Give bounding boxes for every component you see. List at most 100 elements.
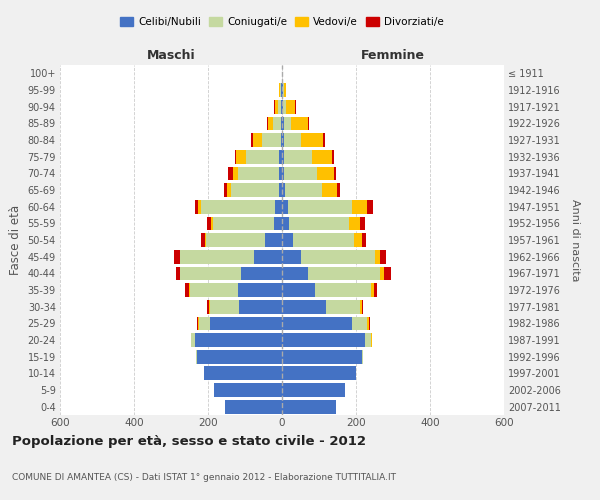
- Bar: [282, 316, 352, 330]
- Bar: [195, 333, 282, 347]
- Bar: [176, 266, 179, 280]
- Bar: [206, 216, 211, 230]
- Bar: [284, 133, 301, 147]
- Bar: [285, 183, 322, 197]
- Bar: [179, 266, 180, 280]
- Bar: [354, 233, 362, 247]
- Bar: [204, 366, 282, 380]
- Bar: [233, 166, 238, 180]
- Bar: [287, 200, 352, 213]
- Bar: [284, 116, 291, 130]
- Bar: [246, 150, 279, 164]
- Bar: [293, 233, 354, 247]
- Bar: [191, 333, 195, 347]
- Bar: [206, 233, 265, 247]
- Bar: [282, 300, 326, 314]
- Bar: [254, 250, 282, 264]
- Bar: [369, 316, 370, 330]
- Bar: [279, 166, 282, 180]
- Bar: [281, 100, 282, 114]
- Bar: [282, 350, 362, 364]
- Bar: [282, 133, 284, 147]
- Bar: [196, 200, 199, 213]
- Bar: [202, 233, 205, 247]
- Bar: [241, 266, 282, 280]
- Text: Popolazione per età, sesso e stato civile - 2012: Popolazione per età, sesso e stato civil…: [12, 435, 366, 448]
- Bar: [323, 133, 325, 147]
- Bar: [282, 333, 365, 347]
- Bar: [196, 350, 197, 364]
- Bar: [365, 333, 371, 347]
- Bar: [281, 133, 282, 147]
- Bar: [189, 283, 190, 297]
- Bar: [280, 83, 281, 97]
- Bar: [180, 250, 254, 264]
- Bar: [274, 116, 281, 130]
- Bar: [190, 283, 238, 297]
- Bar: [224, 183, 227, 197]
- Y-axis label: Anni di nascita: Anni di nascita: [571, 198, 580, 281]
- Bar: [279, 183, 282, 197]
- Bar: [205, 233, 206, 247]
- Bar: [332, 150, 334, 164]
- Bar: [384, 266, 391, 280]
- Bar: [282, 183, 285, 197]
- Bar: [236, 150, 246, 164]
- Bar: [282, 283, 316, 297]
- Bar: [352, 316, 367, 330]
- Bar: [367, 316, 369, 330]
- Bar: [174, 250, 179, 264]
- Bar: [362, 300, 364, 314]
- Bar: [229, 166, 233, 180]
- Bar: [337, 183, 340, 197]
- Bar: [211, 216, 213, 230]
- Bar: [279, 150, 282, 164]
- Bar: [316, 283, 371, 297]
- Bar: [214, 383, 282, 397]
- Bar: [199, 316, 210, 330]
- Bar: [278, 100, 281, 114]
- Bar: [265, 233, 282, 247]
- Bar: [275, 200, 282, 213]
- Bar: [282, 366, 356, 380]
- Bar: [213, 216, 274, 230]
- Bar: [282, 200, 287, 213]
- Bar: [202, 200, 275, 213]
- Bar: [210, 300, 239, 314]
- Bar: [197, 316, 198, 330]
- Bar: [362, 233, 366, 247]
- Legend: Celibi/Nubili, Coniugati/e, Vedovi/e, Divorziati/e: Celibi/Nubili, Coniugati/e, Vedovi/e, Di…: [116, 12, 448, 31]
- Bar: [238, 166, 279, 180]
- Bar: [360, 300, 362, 314]
- Bar: [227, 183, 231, 197]
- Bar: [308, 266, 380, 280]
- Bar: [282, 116, 284, 130]
- Bar: [322, 183, 337, 197]
- Bar: [282, 266, 308, 280]
- Bar: [284, 150, 311, 164]
- Bar: [282, 83, 283, 97]
- Bar: [311, 150, 332, 164]
- Bar: [301, 133, 323, 147]
- Y-axis label: Fasce di età: Fasce di età: [9, 205, 22, 275]
- Bar: [251, 133, 253, 147]
- Bar: [282, 166, 284, 180]
- Bar: [253, 133, 262, 147]
- Bar: [210, 316, 282, 330]
- Bar: [238, 283, 282, 297]
- Text: Maschi: Maschi: [146, 48, 196, 62]
- Bar: [284, 166, 317, 180]
- Bar: [349, 216, 360, 230]
- Bar: [283, 100, 286, 114]
- Bar: [282, 150, 284, 164]
- Bar: [209, 300, 210, 314]
- Bar: [235, 150, 236, 164]
- Bar: [367, 200, 373, 213]
- Bar: [267, 116, 268, 130]
- Bar: [274, 216, 282, 230]
- Bar: [282, 250, 301, 264]
- Bar: [326, 300, 360, 314]
- Text: Femmine: Femmine: [361, 48, 425, 62]
- Bar: [360, 216, 365, 230]
- Bar: [239, 300, 282, 314]
